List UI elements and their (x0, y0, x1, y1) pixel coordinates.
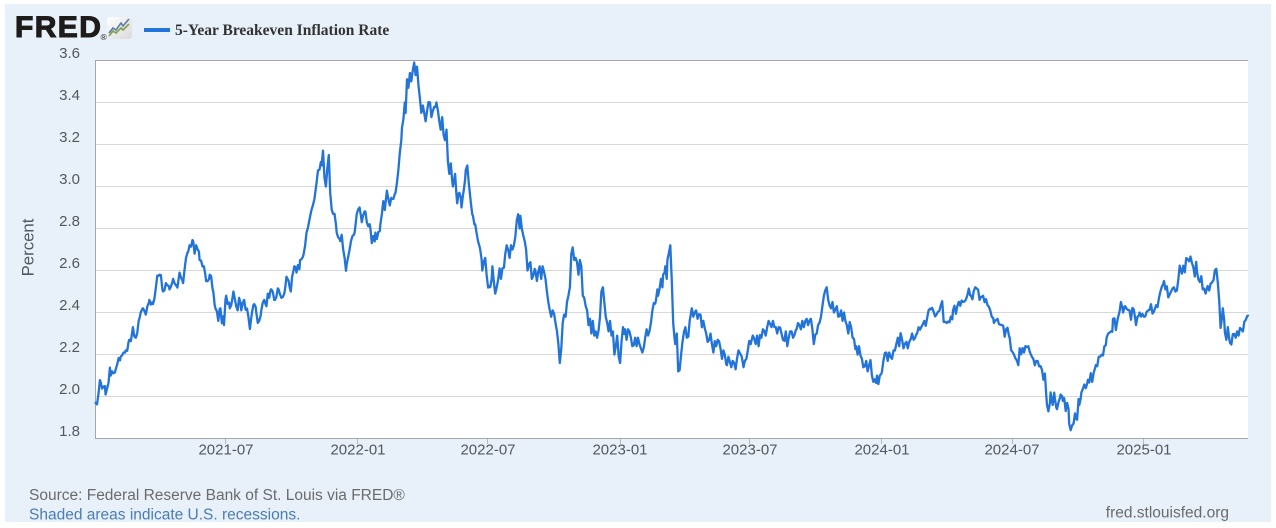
svg-text:2021-07: 2021-07 (198, 441, 253, 458)
svg-text:5-Year Breakeven Inflation Rat: 5-Year Breakeven Inflation Rate (175, 22, 389, 39)
svg-text:2.6: 2.6 (59, 255, 80, 272)
svg-text:2024-07: 2024-07 (984, 441, 1039, 458)
svg-text:Shaded areas indicate U.S. rec: Shaded areas indicate U.S. recessions. (29, 506, 300, 523)
svg-text:2024-01: 2024-01 (854, 441, 909, 458)
svg-text:2.8: 2.8 (59, 213, 80, 230)
svg-text:2.2: 2.2 (59, 339, 80, 356)
svg-text:3.2: 3.2 (59, 129, 80, 146)
svg-text:Percent: Percent (19, 218, 38, 276)
svg-text:2022-01: 2022-01 (330, 441, 385, 458)
svg-text:Source: Federal Reserve Bank o: Source: Federal Reserve Bank of St. Loui… (29, 487, 405, 504)
svg-text:2023-01: 2023-01 (592, 441, 647, 458)
svg-text:3.6: 3.6 (59, 45, 80, 62)
svg-text:2023-07: 2023-07 (722, 441, 777, 458)
svg-text:2022-07: 2022-07 (460, 441, 515, 458)
svg-text:3.4: 3.4 (59, 87, 80, 104)
svg-text:3.0: 3.0 (59, 171, 80, 188)
svg-text:2.0: 2.0 (59, 381, 80, 398)
svg-text:fred.stlouisfed.org: fred.stlouisfed.org (1106, 505, 1229, 522)
svg-text:2.4: 2.4 (59, 297, 80, 314)
svg-text:1.8: 1.8 (59, 423, 80, 440)
svg-text:2025-01: 2025-01 (1116, 441, 1171, 458)
